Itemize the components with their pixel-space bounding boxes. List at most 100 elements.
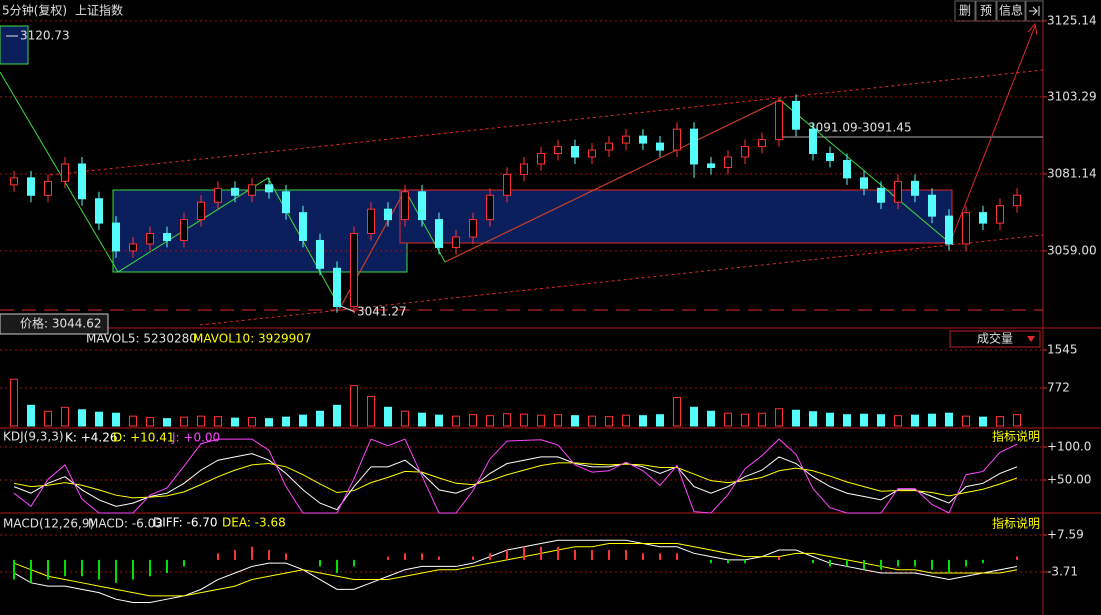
arrow-line [949, 25, 1036, 244]
series-readout: DIFF: -6.70 [153, 516, 218, 530]
candle-body [95, 198, 103, 224]
candle-body [333, 267, 341, 308]
candle-body [928, 194, 936, 217]
delete-button[interactable]: 删 [959, 4, 971, 18]
candle-body [520, 163, 528, 175]
indicator-select[interactable] [949, 330, 1041, 348]
price-tip-box [0, 313, 109, 335]
series-readout: D: +10.41 [113, 431, 175, 445]
volume-bar [996, 416, 1004, 427]
candle-body [316, 239, 324, 269]
volume-bar [61, 406, 69, 427]
box-overlay [0, 25, 29, 65]
candle-body [418, 191, 426, 221]
volume-bar [10, 378, 18, 427]
volume-bar [962, 415, 970, 427]
wave-line [444, 99, 781, 263]
candle-body [163, 233, 171, 241]
candle-body [826, 153, 834, 161]
candle-body [503, 173, 511, 196]
volume-bar [639, 415, 647, 427]
candle-body [877, 187, 885, 203]
volume-bar [146, 417, 154, 427]
indicator-select-label[interactable]: 成交量 [977, 331, 1013, 346]
volume-bar [503, 413, 511, 427]
volume-bar [860, 413, 868, 427]
series-readout: J: +0.00 [171, 431, 220, 445]
volume-bar [95, 411, 103, 427]
candle-body [231, 187, 239, 196]
button-frame[interactable] [990, 429, 1042, 445]
candle-body [724, 156, 732, 168]
indicator-help[interactable]: 指标说明 [992, 429, 1040, 444]
candle-body [197, 201, 205, 221]
indicator-help[interactable]: 指标说明 [992, 516, 1040, 531]
volume-bar [588, 415, 596, 427]
exit-icon[interactable] [1029, 6, 1040, 16]
volume-bar [316, 410, 324, 427]
candle-body [44, 180, 52, 196]
indicator-line [13, 453, 1018, 511]
volume-bar [520, 413, 528, 427]
candle-body [401, 191, 409, 221]
candle-body [435, 219, 443, 248]
candle-body [299, 212, 307, 241]
volume-bar [248, 417, 256, 427]
candle-body [129, 243, 137, 252]
low-label: 3041.27 [357, 305, 407, 319]
volume-bar [214, 416, 222, 427]
indicator-line [13, 462, 1018, 499]
indicator-line [13, 438, 1018, 514]
volume-bar [367, 395, 375, 427]
volume-bar [826, 412, 834, 427]
y-tick-label: 1545 [1047, 342, 1078, 356]
candle-body [146, 233, 154, 245]
volume-bar [78, 409, 86, 427]
y-tick-label: 3081.14 [1047, 166, 1097, 180]
candle-body [860, 177, 868, 189]
candle-body [639, 135, 647, 144]
volume-legend: MAVOL5: 5230280 [86, 332, 197, 346]
dropdown-arrow[interactable] [1027, 336, 1035, 342]
candle-body [622, 135, 630, 144]
candle-body [775, 100, 783, 141]
candle-body [282, 191, 290, 214]
preview-button[interactable]: 预 [980, 4, 992, 18]
volume-bar [333, 404, 341, 427]
volume-bar [401, 410, 409, 427]
button-frame[interactable] [990, 516, 1042, 532]
volume-bar [265, 418, 273, 427]
candle-body [571, 146, 579, 158]
candle-body [843, 159, 851, 179]
candle-body [979, 212, 987, 224]
arrow-head [1027, 22, 1038, 36]
candle-body [894, 180, 902, 203]
candle-body [112, 222, 120, 252]
info-button[interactable]: 信息 [999, 3, 1023, 18]
volume-bar [163, 418, 171, 427]
volume-legend: MAVOL10: 3929907 [193, 332, 312, 346]
candle-body [809, 128, 817, 155]
volume-bar [775, 408, 783, 427]
volume-bar [129, 415, 137, 427]
volume-bar [197, 415, 205, 427]
candle-body [554, 146, 562, 155]
candle-body [384, 208, 392, 221]
volume-bar [27, 404, 35, 427]
candle-body [707, 163, 715, 168]
y-tick-label: 3125.14 [1047, 13, 1097, 27]
candle-body [27, 177, 35, 196]
volume-bar [843, 414, 851, 427]
symbol-label: 上证指数 [75, 3, 123, 18]
volume-bar [945, 412, 953, 427]
y-tick-label: +50.00 [1047, 473, 1091, 487]
candle-body [605, 142, 613, 151]
price-tip: 价格: 3044.62 [20, 316, 101, 331]
volume-bar [758, 412, 766, 427]
candle-body [10, 177, 18, 186]
candle-body [656, 142, 664, 151]
high-label: 3120.73 [20, 29, 70, 43]
indicator-line [13, 539, 1018, 603]
candle-body [792, 100, 800, 130]
volume-bar [112, 412, 120, 427]
